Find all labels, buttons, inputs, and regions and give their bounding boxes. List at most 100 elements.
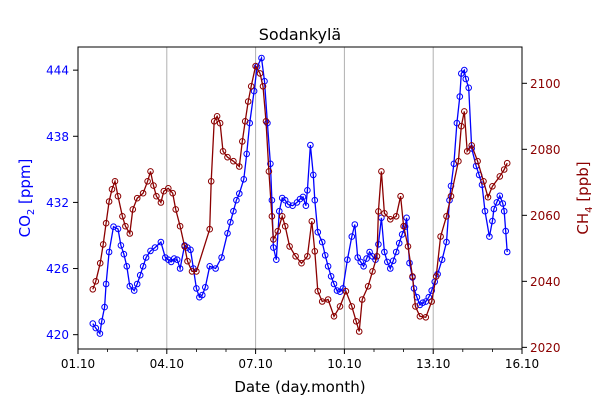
data-point-co2 (136, 271, 144, 279)
data-point-co2 (489, 217, 496, 225)
data-point-ch4 (96, 259, 104, 267)
data-point-co2 (395, 239, 403, 247)
data-point-ch4 (432, 273, 440, 280)
data-point-ch4 (336, 303, 344, 310)
data-point-ch4 (160, 187, 168, 195)
data-point-co2 (314, 228, 322, 236)
data-point-ch4 (126, 230, 134, 237)
data-point-co2 (101, 303, 108, 311)
data-point-ch4 (281, 222, 289, 230)
x-tick-label: 07.10 (238, 357, 272, 371)
data-point-co2 (250, 87, 258, 95)
x-tick-label: 10.10 (327, 357, 361, 371)
data-point-ch4 (474, 157, 481, 165)
data-point-co2 (387, 265, 394, 272)
y-left-tick-label: 420 (46, 328, 69, 342)
data-point-ch4 (373, 252, 381, 260)
data-point-co2 (375, 241, 382, 248)
data-point-ch4 (292, 252, 299, 260)
data-point-ch4 (111, 178, 119, 185)
data-point-ch4 (500, 166, 508, 173)
data-point-ch4 (443, 213, 450, 220)
data-point-ch4 (378, 168, 385, 175)
data-point-co2 (438, 256, 446, 264)
data-point-ch4 (489, 183, 496, 190)
data-point-co2 (212, 265, 219, 272)
data-point-ch4 (298, 259, 305, 267)
data-point-ch4 (496, 173, 504, 180)
data-point-ch4 (342, 287, 350, 295)
y-right-label-main: CH (574, 213, 592, 235)
data-point-ch4 (304, 252, 311, 260)
data-point-co2 (105, 248, 113, 256)
data-point-ch4 (503, 159, 511, 167)
data-point-ch4 (206, 225, 213, 233)
data-point-co2 (443, 238, 450, 246)
data-point-ch4 (165, 185, 172, 192)
data-point-co2 (493, 199, 501, 206)
data-point-ch4 (224, 153, 231, 161)
data-point-co2 (133, 280, 141, 288)
chart-title: Sodankylä (259, 25, 341, 44)
y-left-label-subscript: 2 (26, 209, 37, 215)
data-point-co2 (500, 207, 508, 215)
data-point-co2 (344, 256, 351, 264)
data-point-ch4 (404, 243, 412, 250)
data-point-co2 (310, 171, 317, 179)
data-point-ch4 (268, 213, 276, 220)
y-right-label-unit: [ppb] (574, 161, 592, 206)
data-point-co2 (453, 119, 461, 127)
data-point-co2 (224, 230, 231, 237)
data-point-ch4 (105, 198, 113, 205)
data-point-co2 (258, 54, 265, 62)
series-layer (89, 54, 511, 337)
y-right-tick-label: 2080 (530, 143, 561, 157)
data-point-co2 (173, 256, 181, 264)
data-point-ch4 (484, 193, 492, 201)
data-point-co2 (486, 233, 493, 240)
data-point-co2 (270, 244, 277, 251)
data-point-ch4 (150, 182, 157, 189)
x-tick-label: 16.10 (505, 357, 539, 371)
data-point-co2 (92, 324, 100, 332)
data-point-co2 (199, 291, 206, 299)
data-point-co2 (202, 284, 209, 291)
data-point-ch4 (169, 189, 176, 197)
data-point-co2 (284, 201, 292, 208)
data-point-co2 (151, 244, 159, 251)
plot-frame (77, 46, 523, 350)
x-tick-label: 13.10 (416, 357, 450, 371)
data-point-co2 (273, 256, 280, 264)
data-point-ch4 (176, 222, 184, 230)
data-point-co2 (267, 160, 274, 168)
data-point-co2 (276, 207, 283, 215)
data-point-ch4 (352, 318, 360, 325)
data-point-co2 (170, 255, 178, 262)
data-point-ch4 (422, 314, 430, 321)
y-axis-left: 420 426 432 438 444 (46, 64, 78, 342)
data-point-co2 (324, 263, 332, 270)
data-point-co2 (321, 252, 329, 259)
x-axis-label: Date (day.month) (234, 378, 365, 396)
data-point-ch4 (409, 273, 416, 280)
data-point-co2 (357, 258, 365, 266)
x-tick-label: 01.10 (61, 357, 95, 371)
data-point-co2 (206, 263, 213, 270)
data-point-ch4 (480, 178, 487, 185)
data-point-co2 (236, 190, 243, 197)
data-point-co2 (139, 263, 147, 270)
data-point-ch4 (89, 286, 97, 293)
data-point-co2 (389, 257, 397, 265)
series-co2 (89, 54, 511, 337)
data-point-co2 (363, 255, 370, 262)
data-point-ch4 (219, 148, 227, 155)
data-point-co2 (281, 196, 289, 204)
data-point-ch4 (236, 163, 243, 170)
data-point-co2 (403, 214, 410, 222)
data-point-ch4 (259, 83, 267, 90)
data-point-ch4 (412, 303, 419, 310)
data-point-co2 (102, 280, 110, 288)
data-point-ch4 (314, 287, 322, 295)
data-point-ch4 (188, 268, 196, 275)
data-point-co2 (302, 202, 310, 209)
